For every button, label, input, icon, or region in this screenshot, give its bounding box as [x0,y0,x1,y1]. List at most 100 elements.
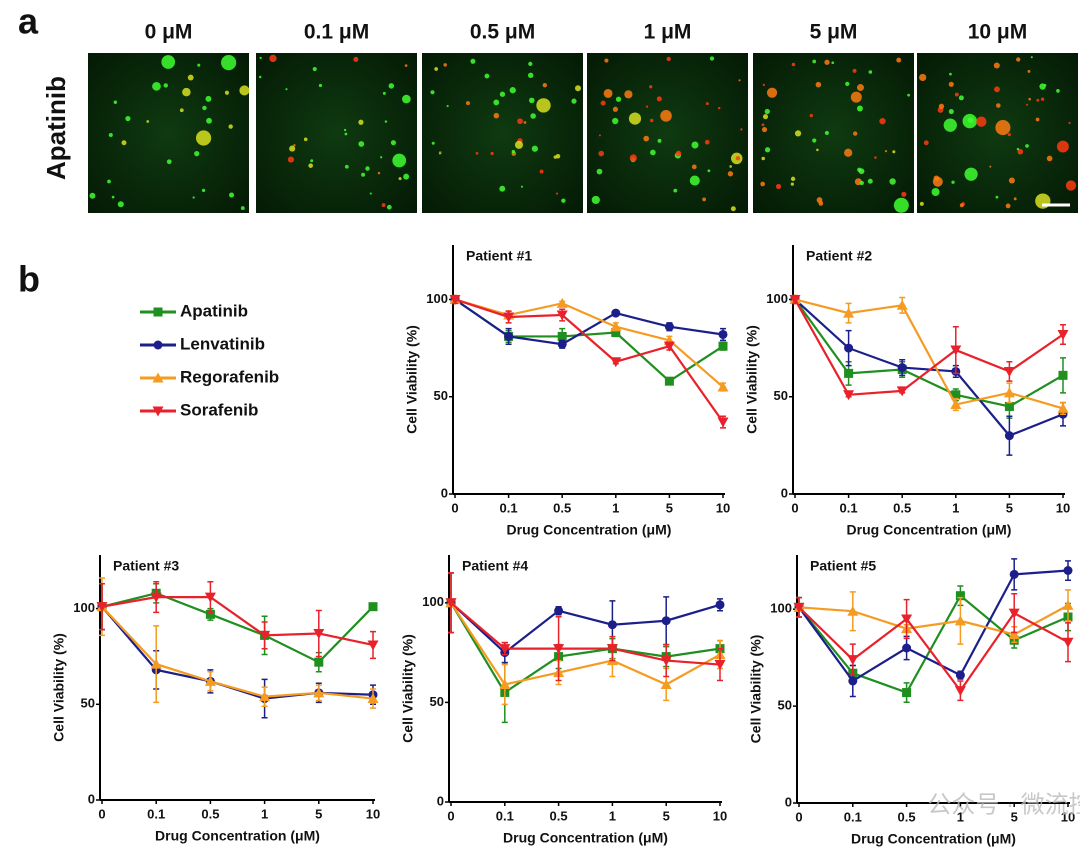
y-tick-label: 100 [770,601,792,616]
series-line [101,605,374,700]
data-point [557,339,567,349]
cell [229,192,235,198]
cell [539,169,544,174]
series-line [798,606,1069,693]
cell [1016,57,1021,62]
x-axis-label: Drug Concentration (μM) [851,831,1016,847]
data-point [664,322,674,332]
data-point [1008,608,1020,619]
cell [187,74,194,81]
cell [645,105,649,108]
cell [574,85,581,92]
cell [403,173,410,180]
cell [989,165,992,168]
x-tick-label: 0.5 [201,806,219,821]
data-point [554,606,564,616]
cell [794,130,802,137]
data-point [955,670,965,680]
data-point [1003,366,1015,377]
data-point [1063,566,1073,575]
micrograph [587,53,748,213]
cell [475,152,479,155]
x-tick-label: 0 [98,806,105,821]
series-line [450,602,721,686]
data-point [954,686,966,697]
cell [358,141,365,147]
cell [948,108,954,115]
data-point [950,345,962,356]
cell [430,90,435,95]
data-point [610,321,622,332]
data-point [96,602,108,613]
cell [125,115,131,122]
cell [996,103,1001,108]
y-tick-label: 50 [430,694,444,709]
cell [404,64,408,67]
cell [514,140,523,149]
cell [893,197,909,213]
cell [239,85,250,96]
cell [727,171,734,177]
y-tick-label: 0 [441,485,448,500]
cell [901,191,907,197]
data-point [897,363,907,373]
x-tick-label: 0 [447,808,454,823]
data-point [1004,431,1014,441]
cell [1046,155,1053,162]
cell [259,56,262,60]
cell [465,101,470,106]
cell [856,84,864,92]
cell [353,56,359,62]
x-tick-label: 1 [609,808,616,823]
series-line [798,569,1069,683]
data-point [896,386,908,397]
x-tick-label: 0.5 [893,500,911,515]
cell [384,120,388,123]
cell [707,169,711,173]
y-tick-label: 100 [426,291,448,306]
cell [868,70,873,74]
data-point [718,341,728,351]
data-point [951,390,961,400]
legend-label: Regorafenib [180,367,279,386]
data-point [789,294,801,305]
x-tick-label: 5 [666,500,673,515]
cell [889,178,896,185]
cell [344,132,348,136]
cell [289,145,296,152]
cell [358,119,364,125]
x-tick-label: 0 [795,809,802,824]
cell [591,195,600,205]
data-point [844,343,854,353]
cell [182,87,191,97]
legend-marker [152,406,164,417]
cell [377,171,381,175]
cell [470,58,476,64]
cell [388,83,395,89]
cell [361,172,366,177]
data-point [847,605,859,616]
legend-label: Sorafenib [180,400,258,419]
cell [612,117,619,125]
cell [730,206,736,212]
data-point [664,376,674,386]
data-point [848,676,858,686]
cell [598,134,601,137]
series-line [101,605,374,700]
cell [735,156,741,161]
cell [1028,97,1031,101]
cell [107,179,111,184]
cell [202,105,207,111]
x-tick-label: 5 [1006,500,1013,515]
micrograph [917,53,1078,213]
cell [831,61,835,65]
series-line [794,298,1064,408]
data-point [896,299,908,310]
image-label: 1 μM [644,21,692,44]
data-point [1004,401,1014,411]
cell [775,183,782,190]
cell [443,63,447,67]
cell [312,66,317,72]
data-point [902,688,912,698]
cell [398,177,402,181]
